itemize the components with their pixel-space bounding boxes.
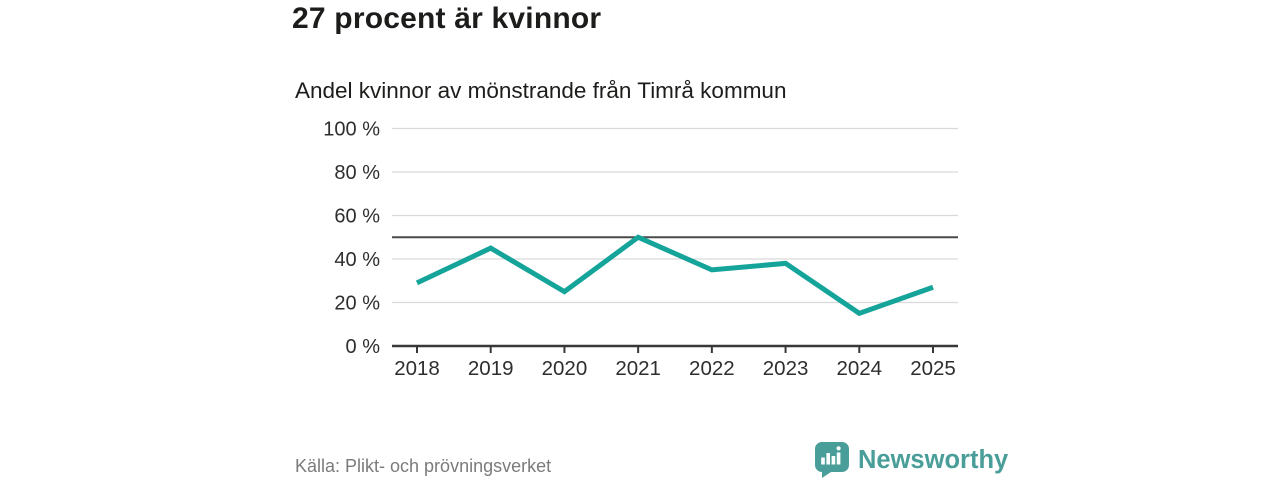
x-tick-label: 2025 [910, 357, 956, 380]
source-note: Källa: Plikt- och prövningsverket [295, 456, 552, 476]
y-tick-label: 40 % [334, 249, 380, 271]
line-chart: 0 % 20 % 40 % 60 % 80 % 100 % 2018 2019 2020 2021… [323, 119, 958, 380]
x-tick-label: 2018 [394, 357, 440, 380]
x-tick-label: 2019 [468, 357, 514, 380]
y-tick-label: 60 % [334, 206, 380, 228]
x-tick-label: 2021 [615, 357, 661, 380]
brand-name: Newsworthy [858, 446, 1009, 474]
y-tick-label: 80 % [334, 162, 380, 184]
y-tick-label: 100 % [323, 119, 380, 141]
x-tick-label: 2022 [689, 357, 735, 380]
data-line [415, 234, 934, 317]
y-tick-label: 20 % [334, 293, 380, 315]
chart-subtitle: Andel kvinnor av mönstrande från Timrå k… [295, 78, 787, 103]
x-tick-label: 2023 [763, 357, 809, 380]
bar-chart-glyph [821, 446, 841, 465]
x-tick-label: 2024 [836, 357, 882, 380]
chart-title: 27 procent är kvinnor [292, 2, 602, 35]
y-tick-label: 0 % [346, 336, 381, 358]
x-tick-label: 2020 [542, 357, 588, 380]
bar-chart-speech-bubble-icon [815, 442, 849, 478]
brand-logo: Newsworthy [814, 442, 1008, 478]
